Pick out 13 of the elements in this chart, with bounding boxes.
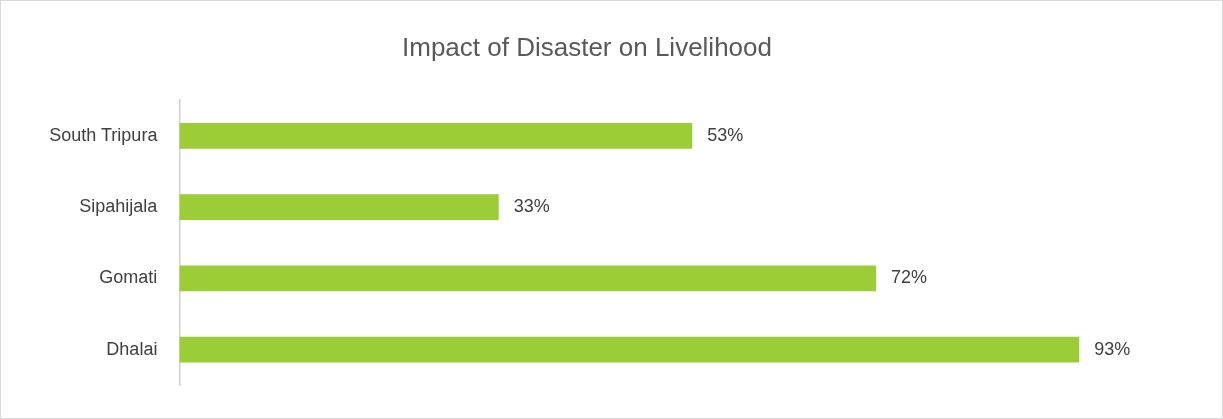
- chart-title: Impact of Disaster on Livelihood: [402, 31, 772, 62]
- y-tick-label: Sipahijala: [79, 196, 159, 217]
- y-tick-label: Dhalai: [106, 338, 158, 359]
- data-label: 53%: [707, 124, 744, 145]
- data-label: 93%: [1094, 338, 1131, 359]
- data-label: 72%: [891, 267, 928, 288]
- bar: [179, 123, 693, 149]
- bar: [179, 194, 499, 220]
- data-label: 33%: [513, 196, 550, 217]
- bar: [179, 265, 877, 292]
- y-tick-label: Gomati: [99, 267, 158, 288]
- y-tick-label: South Tripura: [49, 124, 159, 145]
- bar: [179, 336, 1080, 363]
